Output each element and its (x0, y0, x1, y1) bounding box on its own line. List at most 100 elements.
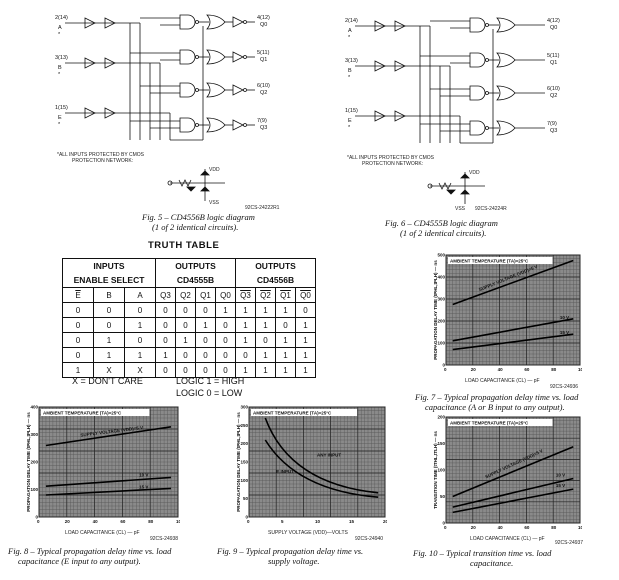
tt-cell: 0 (275, 317, 296, 333)
tt-cell: 1 (255, 347, 276, 363)
tt-cell: 0 (124, 302, 156, 318)
fig5-out-name-2: Q2 (260, 90, 267, 96)
tt-cell: 1 (175, 332, 196, 348)
fig5-vdd: VDD (209, 167, 220, 173)
tt-inputs-label: INPUTS (62, 258, 156, 273)
fig5-pin-b: 3(13) (55, 55, 68, 61)
fig7-xtick: 40 (498, 367, 504, 372)
fig6-logic-diagram: 2(14) A 3(13) B 1(15) E * * * 4(12) Q0 5… (345, 17, 560, 144)
tt-cell: 0 (215, 332, 236, 348)
fig7-ytick: 300 (437, 297, 445, 302)
fig10-graph: AMBIENT TEMPERATURE (TA)=25°C SUPPLY VOLT… (432, 415, 586, 533)
fig5-protection-network (167, 169, 225, 201)
fig10-ytick: 150 (437, 441, 445, 446)
fig7-xtick: 80 (551, 367, 557, 372)
fig5-name-a: A (58, 25, 62, 31)
fig10-ytick: 200 (437, 415, 445, 420)
fig5-caption-2: (1 of 2 identical circuits). (152, 222, 239, 232)
fig8-xtick: 80 (148, 519, 154, 524)
tt-cell: 1 (215, 302, 236, 318)
fig6-mark-a: * (348, 35, 351, 41)
fig9-code: 92CS-24940 (355, 536, 384, 542)
tt-col-q3: Q3 (155, 287, 176, 303)
tt-cell: 0 (195, 332, 216, 348)
fig8-curve3-label: 15 V (139, 484, 148, 489)
tt-cell: 0 (195, 302, 216, 318)
fig6-protect-note-2: PROTECTION NETWORK: (362, 161, 424, 167)
tt-logic0-note: LOGIC 0 = LOW (176, 388, 243, 398)
fig10-xtick: 80 (551, 525, 557, 530)
tt-cell: 1 (275, 302, 296, 318)
fig9-ytick: 250 (240, 423, 248, 428)
fig6-out-name-1: Q1 (550, 60, 557, 66)
tt-cell: 1 (155, 347, 176, 363)
tt-col-q3bar: Q3 (235, 287, 256, 303)
tt-col-q2bar: Q2 (255, 287, 276, 303)
fig9-caption-1: Fig. 9 – Typical propagation delay time … (217, 546, 364, 556)
tt-cell: 1 (295, 362, 316, 378)
tt-col-q2: Q2 (175, 287, 196, 303)
fig8-ytick: 200 (30, 460, 38, 465)
tt-dont-care-note: X = DON'T CARE (72, 376, 143, 386)
tt-enable-select: ENABLE SELECT (62, 273, 156, 288)
fig10-xtick: 20 (471, 525, 477, 530)
fig6-out-name-2: Q2 (550, 93, 557, 99)
fig8-caption-1: Fig. 8 – Typical propagation delay time … (8, 546, 172, 556)
fig7-xlabel: LOAD CAPACITANCE (CL) — pF (465, 378, 540, 384)
truth-table-title: TRUTH TABLE (148, 240, 220, 251)
tt-cell: 0 (155, 317, 176, 333)
fig10-ytick: 0 (442, 521, 445, 526)
tt-cell: 1 (255, 302, 276, 318)
tt-col-q1bar: Q1 (275, 287, 296, 303)
fig6-name-e: E (348, 118, 352, 124)
tt-cell: 0 (62, 347, 94, 363)
tt-cell: 1 (295, 317, 316, 333)
tt-col-q1: Q1 (195, 287, 216, 303)
fig8-curve2-label: 10 V (139, 472, 148, 477)
fig5-mark-e: * (58, 122, 61, 128)
fig10-xtick: 100 (578, 525, 582, 530)
fig5-out-pin-1: 5(11) (257, 50, 270, 56)
tt-col-a: A (124, 287, 156, 303)
fig7-caption-1: Fig. 7 – Typical propagation delay time … (415, 392, 579, 402)
fig6-name-b: B (348, 68, 352, 74)
fig6-pin-e: 1(15) (345, 108, 358, 114)
fig8-ytick: 400 (30, 405, 38, 410)
tt-cell: 1 (93, 347, 125, 363)
fig10-ytick: 50 (440, 494, 446, 499)
fig5-protect-note-1: *ALL INPUTS PROTECTED BY CMOS (57, 152, 144, 158)
tt-cell: 1 (195, 317, 216, 333)
fig6-out-pin-2: 6(10) (547, 86, 560, 92)
fig8-xlabel: LOAD CAPACITANCE (CL) — pF (65, 530, 140, 536)
fig9-graph: AMBIENT TEMPERATURE (TA)=25°C ANY INPUT E … (235, 405, 389, 527)
fig10-ylabel: TRANSITION TIME (tTHL,tTLH) — ns (433, 431, 438, 509)
fig9-xtick: 20 (383, 519, 387, 524)
tt-col-q0: Q0 (215, 287, 236, 303)
fig8-xtick: 0 (37, 519, 40, 524)
fig9-caption-2: supply voltage. (268, 556, 320, 566)
fig8-xtick: 60 (120, 519, 126, 524)
fig10-caption-2: capacitance. (470, 558, 514, 568)
tt-cell: 0 (93, 317, 125, 333)
tt-cell: 0 (124, 332, 156, 348)
fig9-ytick: 50 (243, 496, 249, 501)
fig7-code: 92CS-24936 (550, 384, 579, 390)
fig8-ylabel: PROPAGATION DELAY TIME (tPHL,tPLH) — ns (26, 412, 31, 512)
fig5-protect-note-2: PROTECTION NETWORK: (72, 158, 134, 164)
fig9-ytick: 100 (240, 478, 248, 483)
fig10-xtick: 0 (444, 525, 447, 530)
fig5-vss: VSS (209, 200, 220, 206)
fig8-graph: AMBIENT TEMPERATURE (TA)=25°C SUPPLY VOLT… (25, 405, 184, 527)
tt-cd4555b: CD4555B (155, 273, 236, 288)
tt-cell: 0 (175, 317, 196, 333)
fig8-ambient-label: AMBIENT TEMPERATURE (TA)=25°C (43, 411, 122, 416)
fig9-xtick: 15 (349, 519, 355, 524)
tt-outputs-label-2: OUTPUTS (235, 258, 316, 273)
tt-col-e: E (62, 287, 94, 303)
tt-cd4556b: CD4556B (235, 273, 316, 288)
fig8-xtick: 20 (65, 519, 71, 524)
